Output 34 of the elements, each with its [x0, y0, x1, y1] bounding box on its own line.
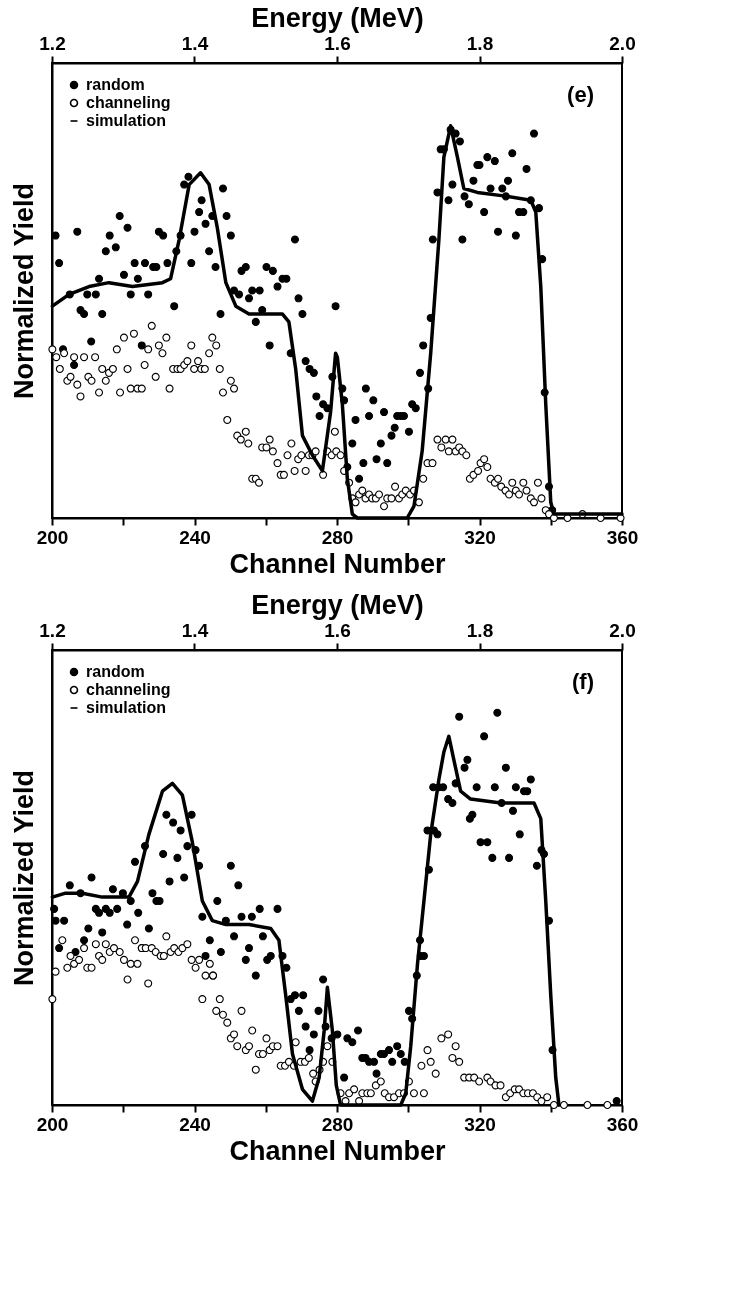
x-tick-label: 240: [179, 1113, 211, 1135]
y-axis-title: Normalized Yield: [8, 182, 39, 400]
x-tick-label: 320: [464, 526, 496, 548]
legend-label: channeling: [86, 94, 171, 111]
text: (f): [572, 669, 594, 694]
x2-tick-label: 1.8: [466, 32, 494, 54]
x-axis-title: Channel Number: [229, 1135, 446, 1166]
text: (e): [567, 82, 594, 107]
x2-tick-label: 1.6: [324, 32, 351, 54]
x-axis-title: Channel Number: [229, 548, 446, 579]
legend-label: simulation: [86, 112, 167, 129]
x-tick-label: 200: [36, 1113, 69, 1135]
y-axis-title: Normalized Yield: [8, 769, 39, 987]
x2-tick-label: 1.6: [324, 619, 351, 641]
x-tick-label: 360: [606, 1113, 639, 1135]
x-tick-label: 320: [464, 1113, 496, 1135]
x2-tick-label: 1.8: [466, 619, 494, 641]
legend-label: simulation: [86, 699, 167, 716]
x2-axis-title: Energy (MeV): [251, 589, 424, 620]
x-tick-label: 280: [321, 526, 354, 548]
x2-tick-label: 2.0: [609, 619, 636, 641]
x2-tick-label: 1.2: [39, 619, 66, 641]
x2-tick-label: 1.4: [181, 619, 209, 641]
x-tick-label: 200: [36, 526, 69, 548]
x-tick-label: 240: [179, 526, 211, 548]
legend-label: random: [86, 76, 145, 93]
x2-tick-label: 2.0: [609, 32, 636, 54]
x2-tick-label: 1.4: [181, 32, 209, 54]
x-tick-label: 360: [606, 526, 639, 548]
legend-label: random: [86, 663, 145, 680]
x-tick-label: 280: [321, 1113, 354, 1135]
legend-label: channeling: [86, 681, 171, 698]
x2-tick-label: 1.2: [39, 32, 66, 54]
x2-axis-title: Energy (MeV): [251, 2, 424, 33]
